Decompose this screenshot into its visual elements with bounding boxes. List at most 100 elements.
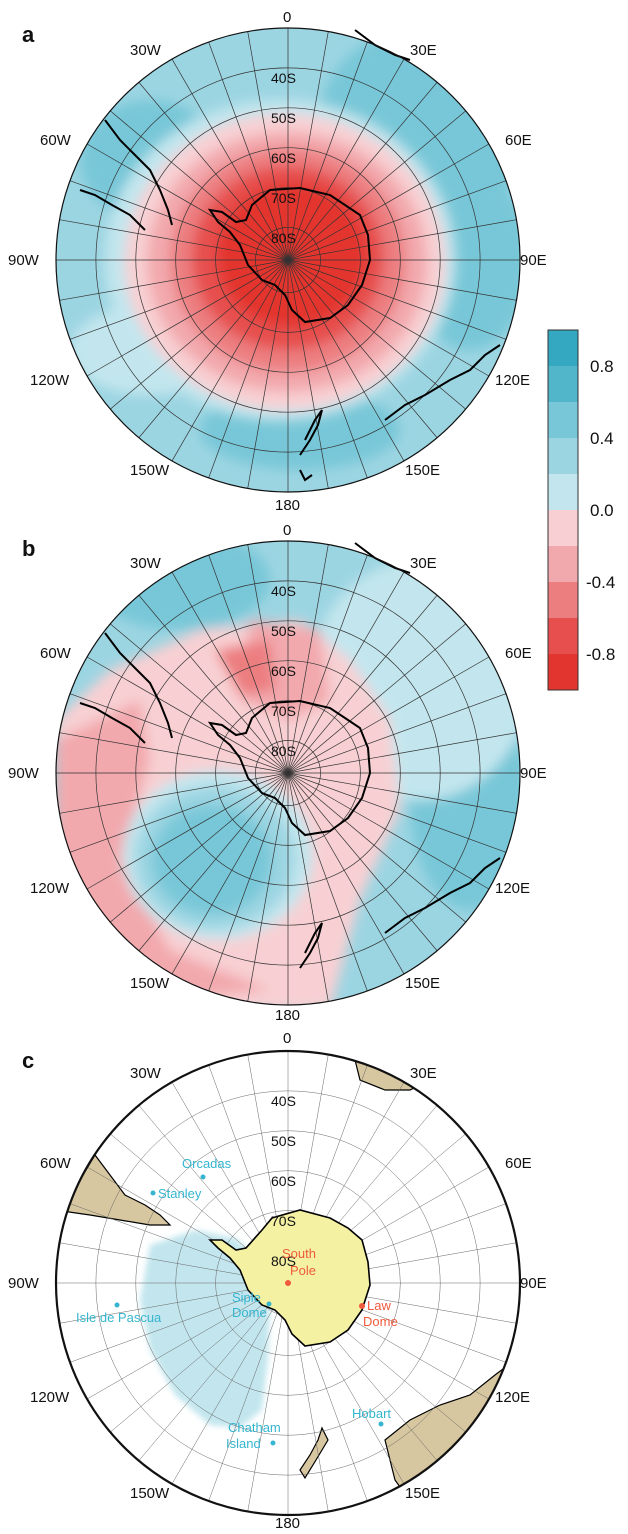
meridian-line xyxy=(86,1282,289,1400)
station-orcadas: Orcadas xyxy=(182,1156,232,1171)
lat-label-70s: 70S xyxy=(271,703,296,719)
meridian-line xyxy=(287,772,438,951)
meridian-line xyxy=(59,732,289,774)
panel-b-label: b xyxy=(22,536,35,561)
station-chatham-island-line2: Island xyxy=(226,1436,261,1451)
lon-label-90w: 90W xyxy=(8,765,40,782)
meridian-line xyxy=(138,82,289,261)
lon-label-150w: 150W xyxy=(130,462,170,479)
meridian-line xyxy=(138,595,289,774)
colorbar-swatches xyxy=(548,330,578,691)
lat-label-40s: 40S xyxy=(271,583,296,599)
panel-b-coastlines xyxy=(79,542,501,969)
lon-label-30e: 30E xyxy=(410,42,437,59)
lon-label-60w: 60W xyxy=(40,1155,72,1172)
panel-c-frame xyxy=(54,1049,522,1517)
lon-label-120e: 120E xyxy=(495,880,530,897)
panel-a-frame xyxy=(55,27,521,493)
meridian-line xyxy=(69,180,289,261)
meridian-line xyxy=(247,259,289,489)
meridian-line xyxy=(287,259,490,377)
station-hobart-marker xyxy=(378,1421,384,1427)
meridian-line xyxy=(287,693,507,774)
meridian-line xyxy=(287,219,517,261)
meridian-line xyxy=(287,772,368,992)
meridian-line xyxy=(287,259,466,410)
lon-label-90e: 90E xyxy=(520,252,547,269)
colorbar-tick-2: 0.0 xyxy=(590,501,614,520)
lon-label-180: 180 xyxy=(275,1515,300,1532)
lat-label-80s: 80S xyxy=(271,1253,296,1269)
meridian-line xyxy=(287,772,490,890)
lat-label-40s: 40S xyxy=(271,70,296,86)
meridian-line xyxy=(86,772,289,890)
meridian-line xyxy=(247,772,289,1002)
new-zealand-land xyxy=(299,1426,329,1480)
meridian-line xyxy=(287,554,368,774)
meridian-line xyxy=(110,623,289,774)
panel-a-label: a xyxy=(22,22,35,47)
station-siple-dome-line1: Siple xyxy=(232,1290,261,1305)
panel-c: c 0 30W 30E 60W 60E 90W 90E 120W 120E 15… xyxy=(8,1030,547,1532)
meridian-line xyxy=(287,259,507,340)
panel-b-graticule xyxy=(56,541,520,1005)
meridian-line xyxy=(69,693,289,774)
station-siple-dome-line2: Dome xyxy=(232,1305,267,1320)
station-orcadas-marker xyxy=(200,1174,206,1180)
colorbar-swatch xyxy=(548,654,578,691)
lon-label-120w: 120W xyxy=(30,1389,70,1406)
meridian-line xyxy=(138,772,289,951)
panel-b-frame xyxy=(55,540,521,1006)
lon-label-90e: 90E xyxy=(520,1275,547,1292)
lon-label-150w: 150W xyxy=(130,1485,170,1502)
meridian-line xyxy=(247,1282,289,1512)
meridian-line xyxy=(110,259,289,410)
station-law-dome-marker xyxy=(359,1303,365,1309)
meridian-line xyxy=(171,58,289,261)
station-law-dome-line2: Dome xyxy=(363,1314,398,1329)
meridian-line xyxy=(287,143,490,261)
meridian-line xyxy=(287,772,466,923)
lat-label-50s: 50S xyxy=(271,110,296,126)
lon-label-120e: 120E xyxy=(495,1389,530,1406)
meridian-line xyxy=(287,623,466,774)
meridian-line xyxy=(171,1282,289,1485)
panel-a-graticule xyxy=(56,28,520,492)
lon-label-30e: 30E xyxy=(410,555,437,572)
colorbar-swatch xyxy=(548,402,578,439)
station-isle-de-pascua-marker xyxy=(114,1302,120,1308)
meridian-line xyxy=(69,1282,289,1363)
meridian-line xyxy=(287,595,438,774)
lon-label-180: 180 xyxy=(275,497,300,514)
meridian-line xyxy=(287,772,517,814)
lat-label-60s: 60S xyxy=(271,663,296,679)
lon-label-90w: 90W xyxy=(8,252,40,269)
antarctica-land xyxy=(208,1209,371,1347)
meridian-line xyxy=(287,259,438,438)
station-hobart: Hobart xyxy=(352,1406,391,1421)
lon-label-0: 0 xyxy=(283,522,291,539)
lon-label-30w: 30W xyxy=(130,42,162,59)
lon-label-60e: 60E xyxy=(505,645,532,662)
meridian-line xyxy=(138,1282,289,1461)
colorbar-swatch xyxy=(548,474,578,511)
panel-b: b 0 30W 30E 60W 60E 90W 90E 120W 120E 15… xyxy=(8,522,547,1024)
station-chatham-island-marker xyxy=(270,1440,276,1446)
meridian-line xyxy=(287,82,438,261)
meridian-line xyxy=(247,31,289,261)
meridian-line xyxy=(110,1282,289,1433)
meridian-line xyxy=(287,772,329,1002)
lat-label-70s: 70S xyxy=(271,1213,296,1229)
colorbar-tick-3: -0.4 xyxy=(586,573,615,592)
meridian-line xyxy=(287,259,329,489)
lon-label-150e: 150E xyxy=(405,975,440,992)
meridian-line xyxy=(171,772,289,975)
colorbar-tick-0: 0.8 xyxy=(590,357,614,376)
meridian-line xyxy=(110,772,289,923)
correlation-region xyxy=(140,1230,270,1428)
colorbar-swatch xyxy=(548,618,578,655)
meridian-line xyxy=(287,259,405,462)
meridian-line xyxy=(86,259,289,377)
meridian-line xyxy=(287,259,517,301)
